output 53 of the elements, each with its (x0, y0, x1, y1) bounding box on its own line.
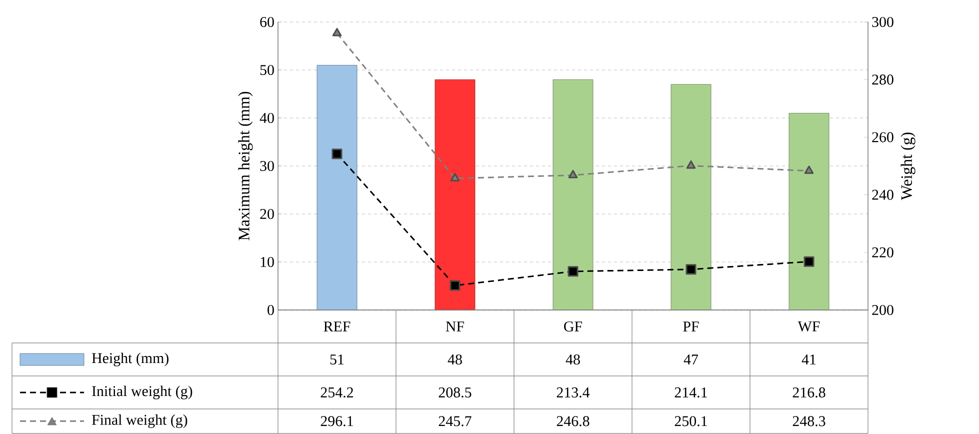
data-label: 214.1 (674, 387, 707, 398)
data-label: 246.8 (556, 416, 590, 426)
y-tick-label: 10 (260, 256, 274, 268)
y2-tick-label: 280 (872, 74, 894, 85)
point (686, 264, 696, 275)
data-label: 245.7 (438, 416, 472, 426)
point (450, 173, 460, 182)
bar (434, 79, 476, 310)
data-label: 48 (448, 354, 462, 365)
y-tick-label: 20 (260, 208, 274, 220)
y-axis-title: Maximum height (mm) (238, 92, 253, 240)
y-tick-label: 60 (260, 16, 274, 28)
data-label: 216.8 (792, 387, 826, 398)
data-label: 47 (684, 354, 698, 364)
x-tick-label: WF (798, 321, 820, 332)
point (804, 166, 814, 174)
data-label: 248.3 (792, 416, 826, 426)
y2-axis-title: Weight (g) (900, 132, 916, 200)
point (686, 160, 696, 169)
y2-tick-label: 200 (872, 304, 894, 316)
legend-label: Initial weight (g) (92, 386, 192, 400)
data-label: 254.2 (320, 387, 353, 398)
data-label: 296.1 (320, 416, 353, 426)
y2-tick-label: 260 (872, 132, 894, 142)
x-tick-label: NF (446, 322, 464, 332)
legend-label: Height (mm) (92, 352, 168, 366)
legend-label: Final weight (g) (92, 414, 188, 428)
point (450, 280, 460, 291)
bar (552, 79, 594, 310)
y-tick-label: 50 (260, 64, 274, 76)
x-tick-label: PF (683, 322, 699, 332)
bar (788, 112, 830, 310)
y2-tick-label: 240 (872, 190, 894, 200)
x-tick-label: GF (564, 321, 582, 332)
point (332, 148, 342, 160)
y2-tick-label: 220 (872, 247, 894, 258)
point (804, 256, 814, 267)
data-label: 48 (566, 354, 580, 365)
y-tick-label: 40 (260, 112, 274, 124)
data-label: 250.1 (674, 416, 707, 426)
data-label: 208.5 (438, 387, 472, 398)
bar (670, 84, 712, 310)
data-label: 51 (330, 354, 344, 364)
point (568, 170, 578, 178)
y-tick-label: 0 (268, 304, 274, 316)
data-label: 213.4 (556, 387, 590, 398)
y2-tick-label: 300 (872, 16, 894, 28)
y-tick-label: 30 (260, 160, 274, 172)
point (568, 266, 578, 277)
bar (316, 64, 358, 310)
point (332, 28, 342, 36)
x-tick-label: REF (324, 322, 350, 332)
data-label: 41 (802, 354, 816, 364)
